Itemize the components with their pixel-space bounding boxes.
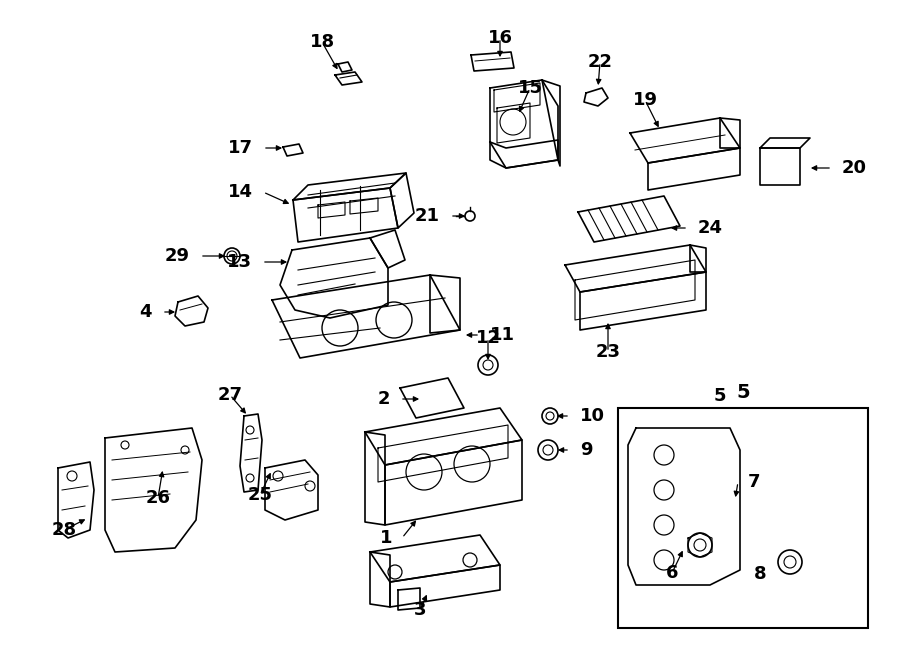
Text: 6: 6 [666,564,679,582]
Text: 9: 9 [580,441,592,459]
Text: 19: 19 [633,91,658,109]
Text: 26: 26 [146,489,170,507]
Text: 25: 25 [248,486,273,504]
Text: 29: 29 [165,247,190,265]
Text: 10: 10 [580,407,605,425]
Text: 24: 24 [698,219,723,237]
Text: 4: 4 [140,303,152,321]
Text: 21: 21 [415,207,440,225]
Text: 7: 7 [748,473,760,491]
Text: 14: 14 [228,183,253,201]
Text: 23: 23 [596,343,620,361]
Text: 17: 17 [228,139,253,157]
Text: 16: 16 [488,29,512,47]
Text: 11: 11 [490,326,515,344]
Text: 18: 18 [310,33,335,51]
Text: 2: 2 [377,390,390,408]
Text: 1: 1 [380,529,392,547]
Text: 15: 15 [518,79,543,97]
Text: 3: 3 [414,601,427,619]
Text: 5: 5 [714,387,726,405]
Bar [618,408,868,628]
Text: 8: 8 [753,565,766,583]
Text: 20: 20 [842,159,867,177]
Text: 5: 5 [736,383,750,403]
Text: 22: 22 [588,53,613,71]
Text: 27: 27 [218,386,242,404]
Text: 13: 13 [227,253,252,271]
Text: 12: 12 [475,329,500,347]
Text: 28: 28 [51,521,76,539]
